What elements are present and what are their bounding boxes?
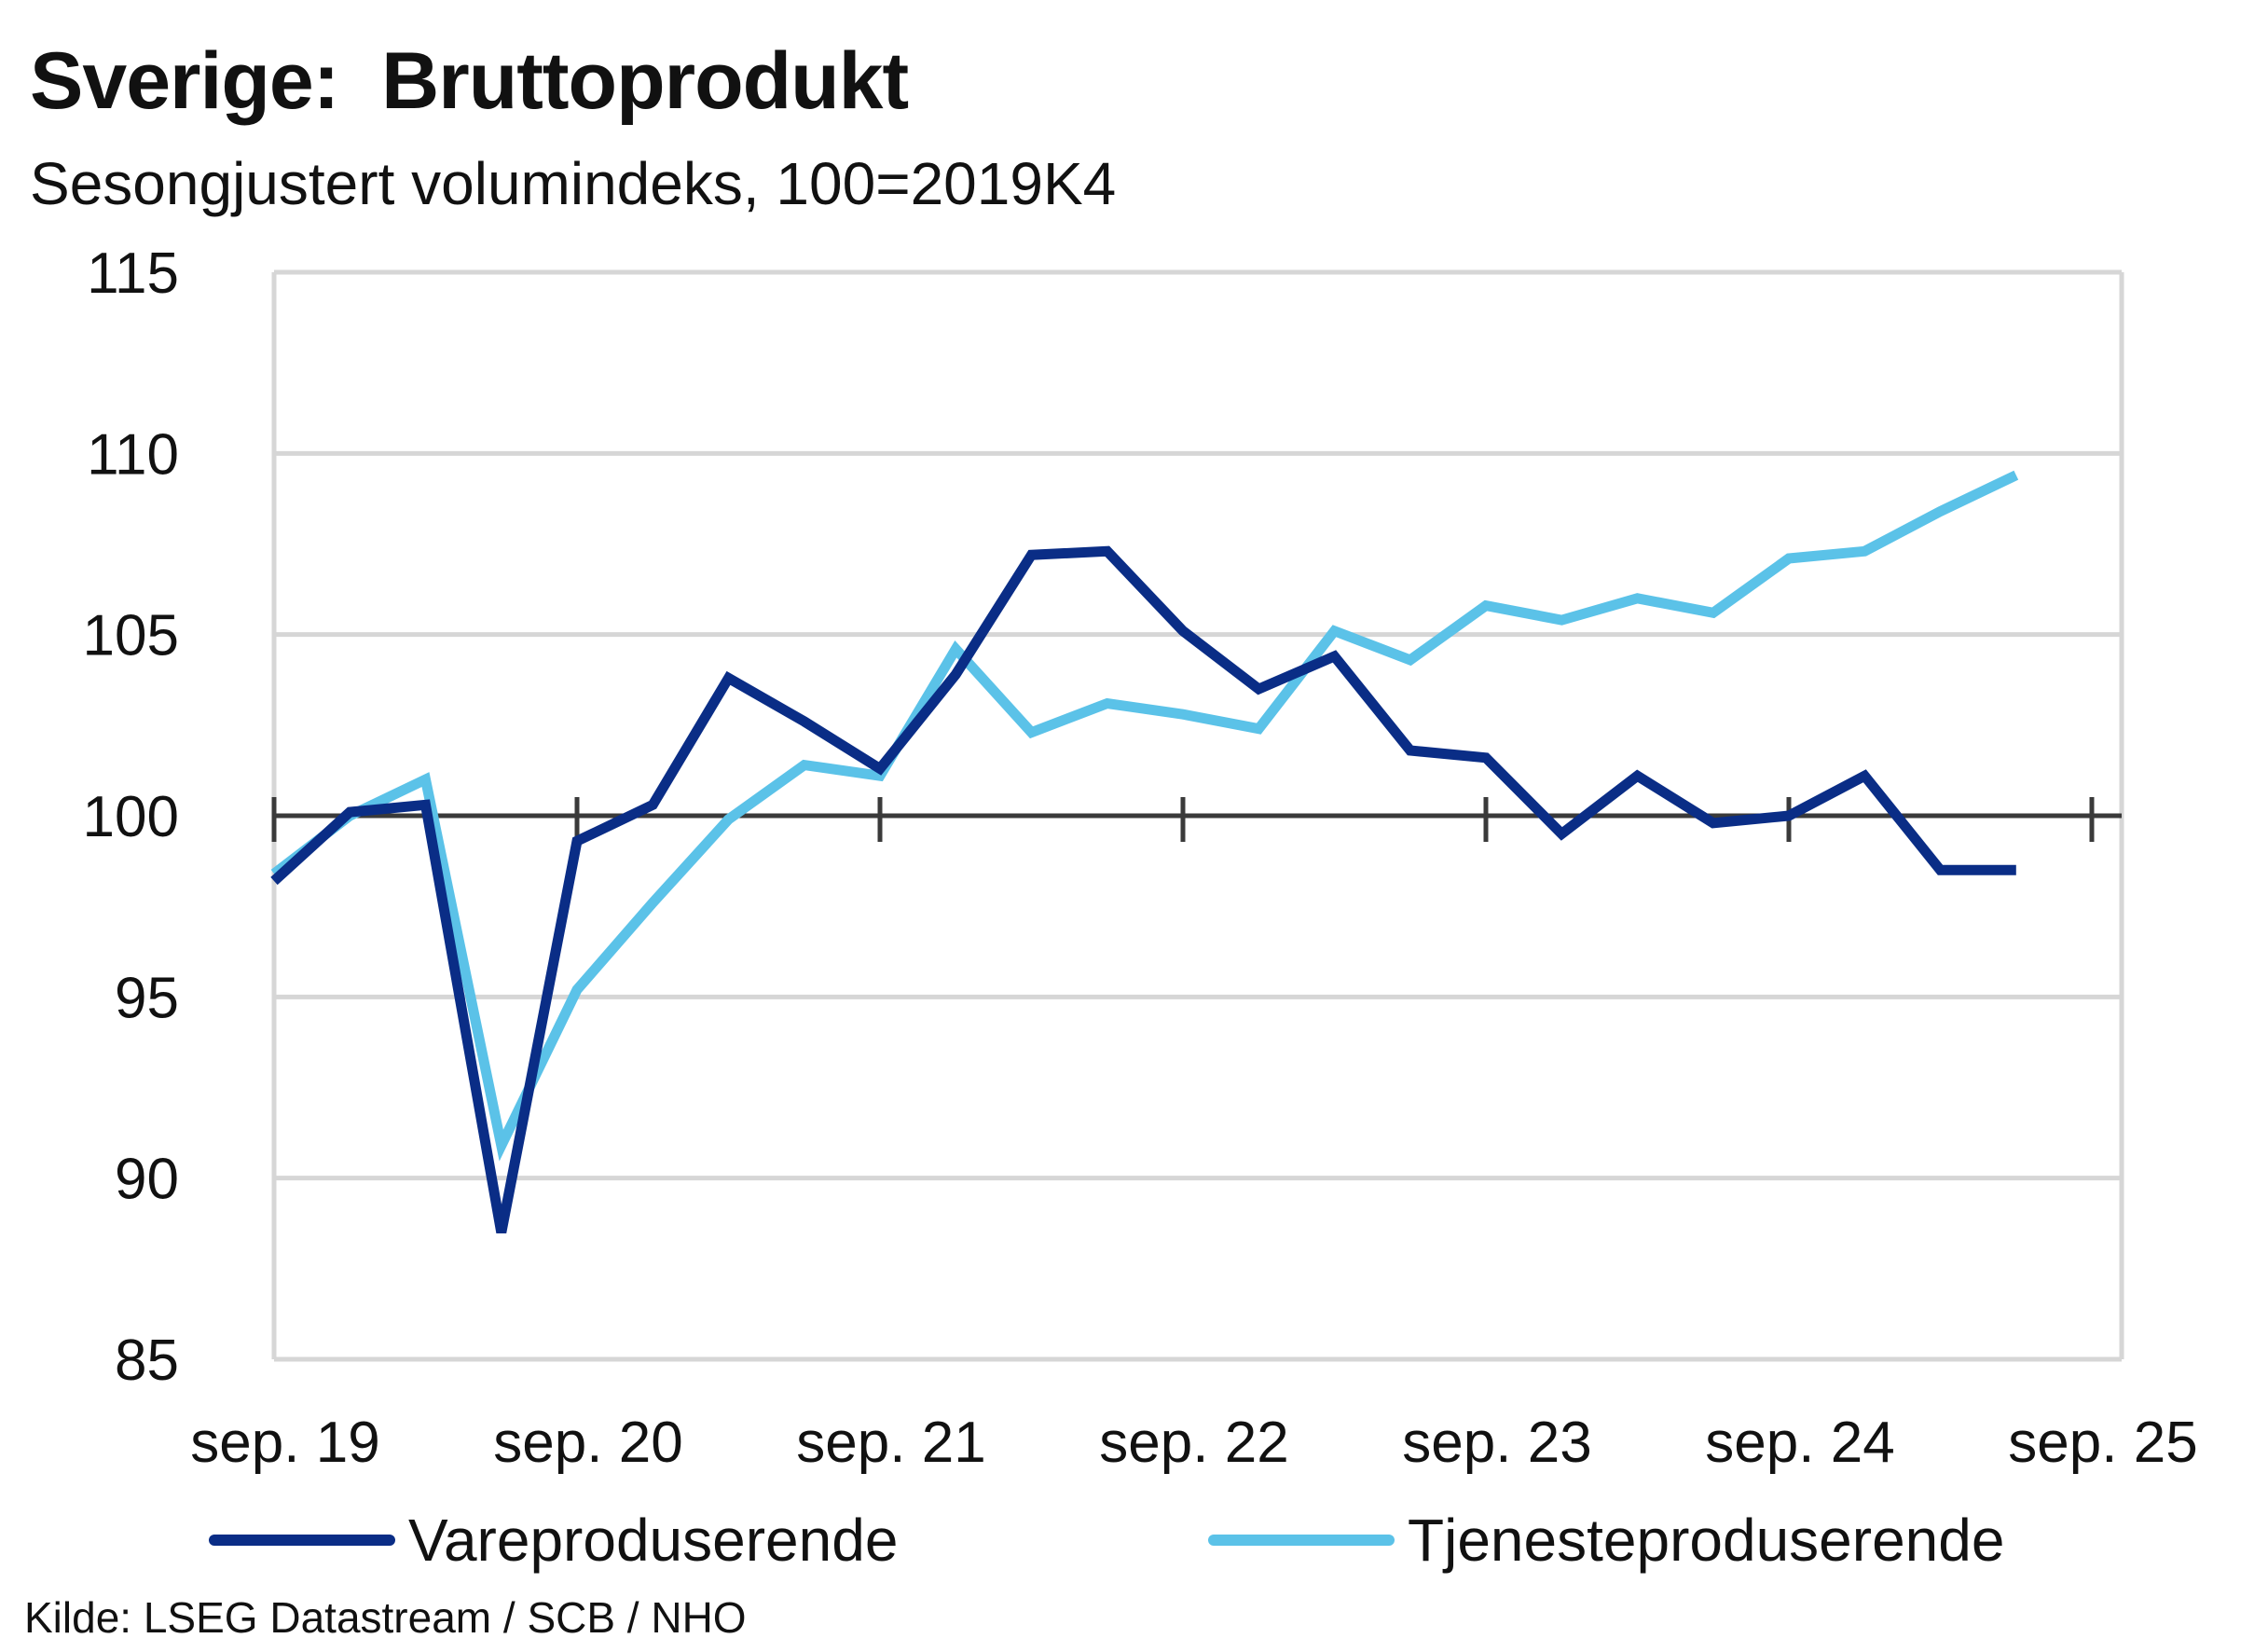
y-tick-label: 100 [83,785,179,849]
x-tick-label: sep. 22 [1099,1411,1288,1475]
x-axis-tick-labels: sep. 19 sep. 20 sep. 21 sep. 22 sep. 23 sep. … [190,1411,2197,1475]
y-tick-label: 115 [87,241,179,306]
reference-line-100 [271,797,2122,842]
x-tick-label: sep. 24 [1705,1411,1894,1475]
series-lines [270,470,2019,1234]
y-tick-label: 95 [115,966,179,1030]
chart-subtitle: Sesongjustert volumindeks, 100=2019K4 [30,150,1117,217]
legend-label-vareproduserende: Vareproduserende [408,1507,899,1574]
legend-item-tjenesteproduserende: Tjenesteproduserende [1208,1503,2004,1577]
x-tick-label: sep. 23 [1402,1411,1591,1475]
x-tick-label: sep. 19 [190,1411,379,1475]
legend-swatch-vareproduserende [209,1535,395,1546]
source-note: Kilde: LSEG Datastream / SCB / NHO [24,1593,747,1642]
y-tick-label: 90 [115,1148,179,1212]
y-tick-label: 110 [87,422,179,487]
x-tick-label: sep. 25 [2008,1411,2197,1475]
y-tick-label: 105 [83,604,179,668]
chart-title: Sverige: Bruttoprodukt [30,36,909,126]
x-tick-label: sep. 21 [796,1411,985,1475]
x-tick-label: sep. 20 [493,1411,682,1475]
y-axis-tick-labels: 85 90 95 100 105 110 115 [83,241,179,1393]
y-tick-label: 85 [115,1328,179,1393]
series-line-vareproduserende [270,545,2016,1234]
legend-item-vareproduserende: Vareproduserende [209,1503,898,1577]
series-line-tjenesteproduserende [270,470,2019,1162]
legend-swatch-tjenesteproduserende [1208,1535,1395,1546]
legend-label-tjenesteproduserende: Tjenesteproduserende [1408,1507,2005,1574]
